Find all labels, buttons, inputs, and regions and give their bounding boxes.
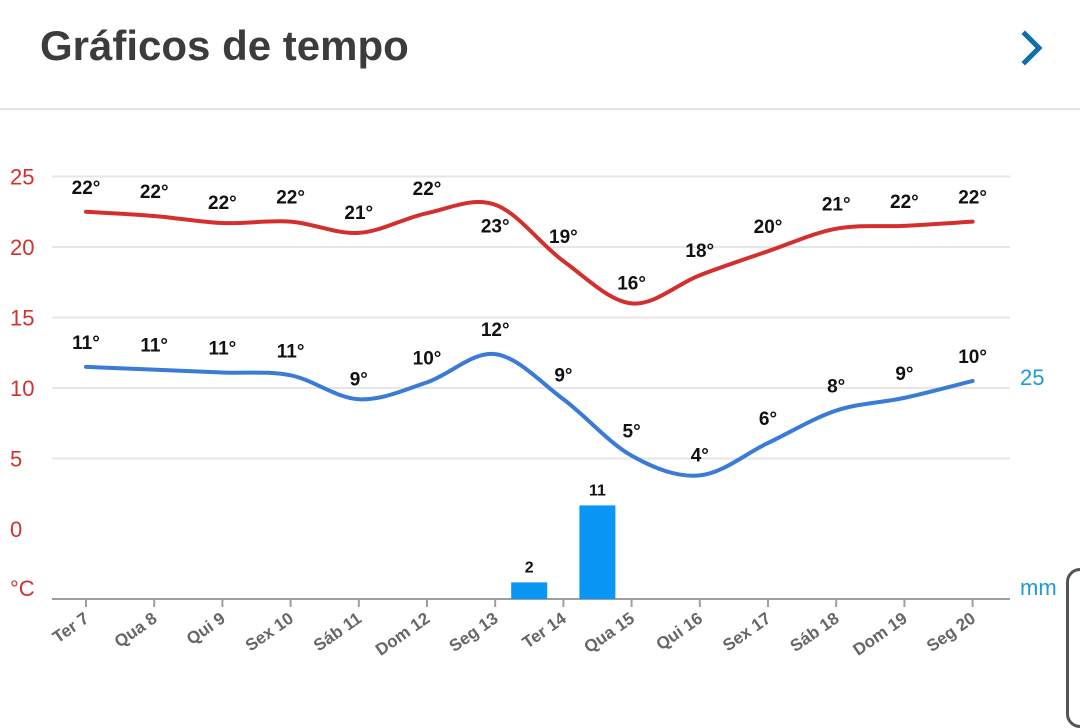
min-temp-label: 11° (72, 333, 100, 354)
max-temp-label: 22° (890, 192, 919, 213)
max-temp-label: 22° (208, 193, 237, 214)
header: Gráficos de tempo (0, 0, 1080, 110)
y-tick-label: 10 (10, 376, 34, 401)
scroll-handle[interactable] (1066, 568, 1080, 728)
min-temp-label: 6° (759, 409, 777, 430)
x-tick-label: Ter 14 (519, 608, 570, 652)
max-temp-label: 21° (344, 203, 373, 224)
x-tick-label: Sex 17 (719, 609, 774, 655)
max-temp-label: 22° (958, 188, 987, 209)
min-temp-label: 9° (895, 364, 913, 385)
max-temp-line (84, 200, 975, 306)
min-temp-label: 11° (277, 341, 305, 362)
min-temp-line (84, 352, 975, 478)
precip-bar-label: 11 (589, 482, 606, 499)
x-tick-label: Seg 13 (446, 609, 502, 656)
min-temp-label: 9° (350, 369, 368, 390)
y-tick-label: 15 (10, 306, 34, 331)
y-axis-unit-right: mm (1020, 575, 1057, 600)
precip-bar-label: 2 (525, 559, 534, 576)
x-tick-label: Qua 8 (111, 609, 161, 652)
page-title: Gráficos de tempo (40, 22, 409, 69)
min-temp-label: 10° (958, 347, 987, 368)
x-tick-label: Dom 19 (849, 609, 910, 660)
max-temp-label: 22° (140, 182, 169, 203)
x-tick-label: Ter 7 (49, 609, 92, 647)
weather-chart: 25 20 15 10 5 0 °C 25 mm 2 11 22° 22° 22° 22° 21° 22° 23°… (10, 165, 1057, 660)
y-tick-label: 5 (10, 447, 22, 472)
y-tick-label: 25 (10, 165, 34, 190)
next-button[interactable] (1008, 24, 1056, 72)
min-temp-label: 10° (413, 348, 442, 369)
max-temp-label: 22° (276, 188, 305, 209)
y-tick-label: 20 (10, 235, 34, 260)
x-tick-label: Qua 15 (581, 609, 638, 657)
precip-bar (511, 582, 548, 599)
max-temp-label: 18° (685, 241, 714, 262)
max-temp-label: 22° (72, 178, 101, 199)
min-temp-label: 12° (481, 320, 510, 341)
x-tick-label: Qui 16 (653, 609, 706, 654)
min-temp-label: 5° (623, 422, 641, 443)
min-temp-label: 11° (209, 338, 237, 359)
chevron-right-icon (1021, 30, 1043, 66)
max-temp-label: 22° (413, 179, 442, 200)
max-temp-label: 23° (481, 217, 510, 238)
x-tick-label: Sex 10 (242, 609, 297, 655)
max-temp-label: 21° (822, 195, 851, 216)
y-tick-label-right: 25 (1020, 365, 1044, 390)
min-temp-label: 11° (140, 336, 168, 357)
max-temp-label: 19° (549, 227, 578, 248)
x-tick-label: Sáb 18 (787, 609, 843, 656)
y-axis-unit-left: °C (10, 576, 35, 601)
x-tick-label: Seg 20 (923, 609, 979, 656)
max-temp-label: 16° (617, 273, 646, 294)
x-tick-label: Sáb 11 (310, 609, 365, 655)
min-temp-label: 4° (691, 445, 709, 466)
max-temp-label: 20° (754, 217, 783, 238)
precip-bar (579, 505, 616, 599)
min-temp-label: 9° (554, 365, 572, 386)
x-tick-label: Dom 12 (372, 609, 433, 660)
x-tick-label: Qui 9 (183, 609, 229, 649)
min-temp-label: 8° (827, 377, 845, 398)
y-tick-label: 0 (10, 517, 22, 542)
